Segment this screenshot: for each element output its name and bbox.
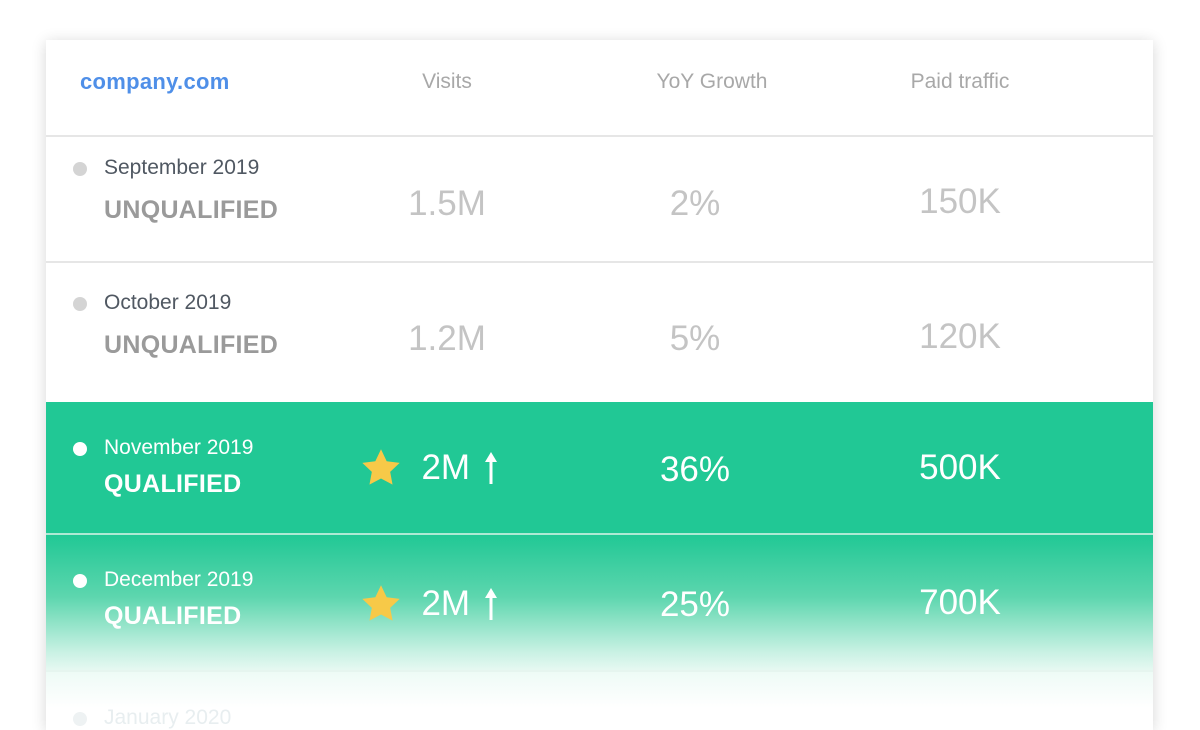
star-icon bbox=[362, 449, 400, 485]
status-dot-icon bbox=[73, 442, 87, 456]
row-paid-traffic: 700K bbox=[919, 583, 1001, 622]
row-visits: 2M bbox=[421, 448, 471, 487]
row-growth: 5% bbox=[669, 319, 721, 358]
arrow-up-icon bbox=[484, 588, 497, 620]
status-dot-icon bbox=[73, 297, 87, 311]
status-dot-icon bbox=[73, 712, 87, 726]
column-header-yoy-growth[interactable]: YoY Growth bbox=[656, 70, 768, 93]
traffic-table-card: company.com Visits YoY Growth Paid traff… bbox=[46, 40, 1153, 730]
status-dot-icon bbox=[73, 162, 87, 176]
row-visits: 1.2M bbox=[408, 319, 486, 358]
table-row[interactable]: October 2019 UNQUALIFIED 1.2M 5% 120K bbox=[46, 263, 1153, 404]
arrow-up-icon bbox=[484, 452, 497, 484]
row-growth: 36% bbox=[659, 450, 731, 489]
row-visits: 1.5M bbox=[408, 184, 486, 223]
table-row[interactable]: January 2020 bbox=[46, 670, 1153, 730]
row-growth: 2% bbox=[669, 184, 721, 223]
row-month: December 2019 bbox=[104, 568, 254, 591]
row-growth: 25% bbox=[659, 585, 731, 624]
table-header: company.com Visits YoY Growth Paid traff… bbox=[46, 40, 1153, 137]
table-row[interactable]: September 2019 UNQUALIFIED 1.5M 2% 150K bbox=[46, 137, 1153, 263]
row-visits: 2M bbox=[421, 584, 471, 623]
row-visits-cell: 2M bbox=[359, 582, 499, 626]
row-month: November 2019 bbox=[104, 436, 254, 459]
star-icon bbox=[362, 585, 400, 621]
row-paid-traffic: 150K bbox=[919, 182, 1001, 221]
status-dot-icon bbox=[73, 574, 87, 588]
row-visits-cell: 2M bbox=[359, 446, 499, 490]
row-status: UNQUALIFIED bbox=[104, 196, 279, 224]
brand-label[interactable]: company.com bbox=[80, 69, 230, 94]
row-status: QUALIFIED bbox=[104, 602, 242, 630]
row-month: January 2020 bbox=[104, 706, 232, 729]
table-row[interactable]: December 2019 QUALIFIED 2M 25% 700K bbox=[46, 533, 1153, 672]
row-status: UNQUALIFIED bbox=[104, 331, 279, 359]
table-row[interactable]: November 2019 QUALIFIED 2M 36% 500K bbox=[46, 402, 1153, 533]
row-paid-traffic: 500K bbox=[919, 448, 1001, 487]
row-month: September 2019 bbox=[104, 156, 260, 179]
row-paid-traffic: 120K bbox=[919, 317, 1001, 356]
row-month: October 2019 bbox=[104, 291, 232, 314]
row-status: QUALIFIED bbox=[104, 470, 242, 498]
column-header-paid-traffic[interactable]: Paid traffic bbox=[910, 70, 1010, 93]
column-header-visits[interactable]: Visits bbox=[422, 70, 472, 93]
